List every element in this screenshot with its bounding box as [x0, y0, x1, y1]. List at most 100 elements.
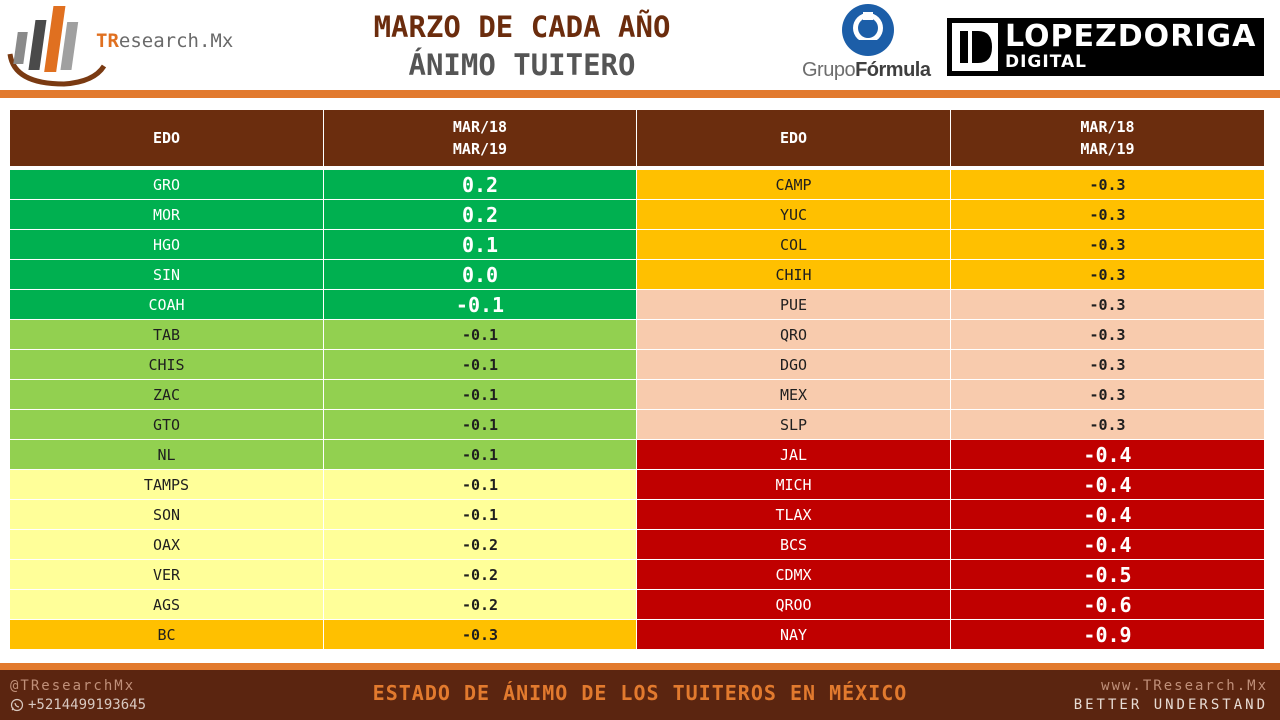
whatsapp-icon: [10, 698, 24, 712]
page-subtitle: ÁNIMO TUITERO: [408, 48, 636, 82]
state-cell: DGO: [637, 350, 951, 379]
table-row: SIN 0.0 CHIH -0.3: [10, 259, 1264, 289]
lopezdoriga-subtitle: DIGITAL: [1005, 52, 1087, 72]
value-cell: -0.4: [951, 500, 1264, 529]
table-row: COAH -0.1 PUE -0.3: [10, 289, 1264, 319]
table-header-row: EDO MAR/18 MAR/19 EDO MAR/18 MAR/19: [10, 110, 1264, 166]
state-cell: SLP: [637, 410, 951, 439]
state-cell: GTO: [10, 410, 324, 439]
header-period-right: MAR/18 MAR/19: [951, 110, 1264, 166]
value-cell: -0.6: [951, 590, 1264, 619]
value-cell: -0.1: [324, 290, 637, 319]
state-cell: SON: [10, 500, 324, 529]
table-row: TAB -0.1 QRO -0.3: [10, 319, 1264, 349]
value-cell: -0.3: [951, 320, 1264, 349]
value-cell: -0.3: [951, 290, 1264, 319]
table-row: MOR 0.2 YUC -0.3: [10, 199, 1264, 229]
value-cell: 0.1: [324, 230, 637, 259]
table-row: AGS -0.2 QROO -0.6: [10, 589, 1264, 619]
value-cell: -0.3: [951, 170, 1264, 199]
state-cell: NL: [10, 440, 324, 469]
value-cell: -0.3: [951, 380, 1264, 409]
phone-number: +5214499193645: [28, 697, 147, 713]
state-cell: PUE: [637, 290, 951, 319]
value-cell: -0.1: [324, 320, 637, 349]
value-cell: -0.3: [951, 200, 1264, 229]
table-row: SON -0.1 TLAX -0.4: [10, 499, 1264, 529]
value-cell: 0.2: [324, 170, 637, 199]
state-cell: MEX: [637, 380, 951, 409]
value-cell: -0.5: [951, 560, 1264, 589]
state-cell: ZAC: [10, 380, 324, 409]
state-cell: CAMP: [637, 170, 951, 199]
header-edo-left: EDO: [10, 110, 324, 166]
state-cell: NAY: [637, 620, 951, 649]
state-cell: HGO: [10, 230, 324, 259]
table-row: HGO 0.1 COL -0.3: [10, 229, 1264, 259]
phone-contact: +5214499193645: [10, 697, 146, 713]
table-row: VER -0.2 CDMX -0.5: [10, 559, 1264, 589]
value-cell: -0.1: [324, 500, 637, 529]
state-cell: MOR: [10, 200, 324, 229]
state-cell: OAX: [10, 530, 324, 559]
value-cell: -0.2: [324, 560, 637, 589]
tresearch-logo-icon: [7, 6, 107, 87]
state-cell: BCS: [637, 530, 951, 559]
state-cell: SIN: [10, 260, 324, 289]
state-cell: TLAX: [637, 500, 951, 529]
state-cell: GRO: [10, 170, 324, 199]
value-cell: -0.1: [324, 410, 637, 439]
state-cell: CHIH: [637, 260, 951, 289]
state-cell: MICH: [637, 470, 951, 499]
value-cell: -0.9: [951, 620, 1264, 649]
header-period-left: MAR/18 MAR/19: [324, 110, 637, 166]
state-cell: COL: [637, 230, 951, 259]
state-cell: VER: [10, 560, 324, 589]
value-cell: -0.1: [324, 470, 637, 499]
state-cell: QRO: [637, 320, 951, 349]
table-row: CHIS -0.1 DGO -0.3: [10, 349, 1264, 379]
state-cell: COAH: [10, 290, 324, 319]
value-cell: -0.3: [951, 260, 1264, 289]
value-cell: -0.3: [951, 410, 1264, 439]
tagline: BETTER UNDERSTAND: [1073, 697, 1268, 713]
footer-caption: ESTADO DE ÁNIMO DE LOS TUITEROS EN MÉXIC…: [372, 681, 908, 705]
value-cell: -0.2: [324, 530, 637, 559]
value-cell: -0.2: [324, 590, 637, 619]
lopezdoriga-mark-icon: [952, 23, 998, 71]
page-title: MARZO DE CADA AÑO: [373, 10, 671, 44]
state-cell: TAMPS: [10, 470, 324, 499]
state-cell: BC: [10, 620, 324, 649]
footer-divider: [0, 663, 1280, 670]
value-cell: -0.3: [324, 620, 637, 649]
mood-table: EDO MAR/18 MAR/19 EDO MAR/18 MAR/19 GRO 0.…: [10, 110, 1264, 649]
state-cell: YUC: [637, 200, 951, 229]
state-cell: QROO: [637, 590, 951, 619]
grupo-formula-logo-icon: [842, 4, 894, 56]
state-cell: AGS: [10, 590, 324, 619]
table-row: BC -0.3 NAY -0.9: [10, 619, 1264, 649]
header-divider: [0, 90, 1280, 98]
tresearch-logo-text: TResearch.Mx: [96, 30, 234, 52]
state-cell: CDMX: [637, 560, 951, 589]
table-row: OAX -0.2 BCS -0.4: [10, 529, 1264, 559]
value-cell: -0.4: [951, 530, 1264, 559]
grupo-formula-logo-text: GrupoFórmula: [802, 59, 931, 81]
value-cell: -0.1: [324, 380, 637, 409]
header: TResearch.Mx MARZO DE CADA AÑO ÁNIMO TUI…: [0, 0, 1280, 90]
state-cell: CHIS: [10, 350, 324, 379]
value-cell: -0.1: [324, 440, 637, 469]
value-cell: -0.3: [951, 350, 1264, 379]
value-cell: -0.4: [951, 470, 1264, 499]
value-cell: 0.2: [324, 200, 637, 229]
twitter-handle[interactable]: @TResearchMx: [10, 678, 136, 694]
table-row: NL -0.1 JAL -0.4: [10, 439, 1264, 469]
state-cell: TAB: [10, 320, 324, 349]
table-row: GRO 0.2 CAMP -0.3: [10, 166, 1264, 199]
value-cell: -0.3: [951, 230, 1264, 259]
website-link[interactable]: www.TResearch.Mx: [1101, 678, 1268, 694]
table-row: ZAC -0.1 MEX -0.3: [10, 379, 1264, 409]
table-row: GTO -0.1 SLP -0.3: [10, 409, 1264, 439]
value-cell: -0.4: [951, 440, 1264, 469]
lopezdoriga-title: LOPEZDORIGA: [1005, 19, 1257, 54]
